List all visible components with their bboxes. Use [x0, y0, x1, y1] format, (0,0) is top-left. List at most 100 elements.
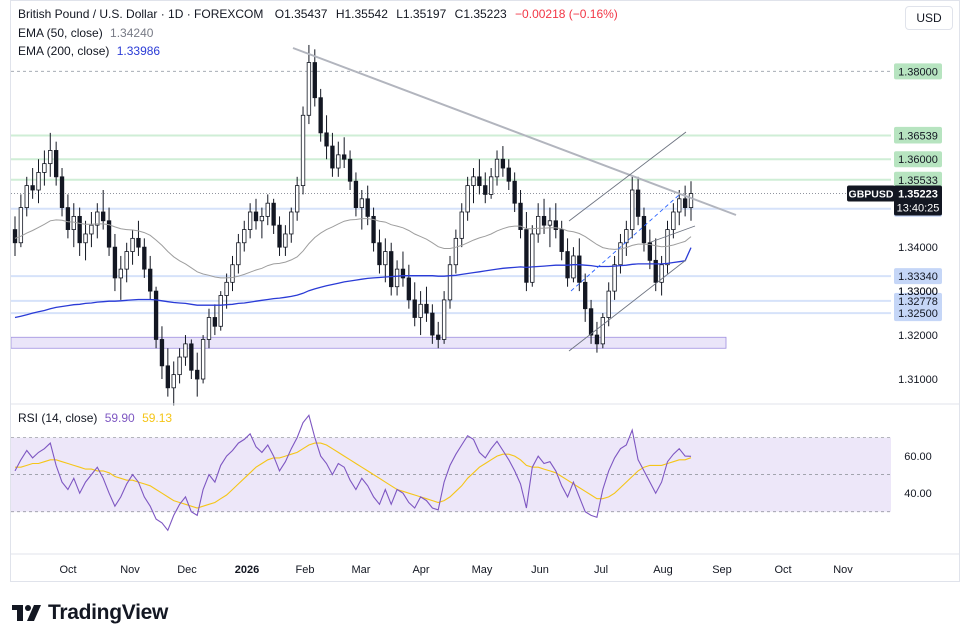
level-label-7-bg: [894, 292, 942, 309]
candle-body: [536, 215, 541, 235]
candle-85: [512, 172, 517, 212]
candle-46: [283, 225, 288, 256]
candle-body: [624, 229, 629, 244]
candle-body: [112, 246, 118, 279]
level-label-0: 1.38000: [898, 66, 938, 78]
price-axis: 1.380001.365541.365391.360001.355331.348…: [847, 63, 942, 386]
rsi-label: RSI (14, close): [18, 411, 98, 425]
candle-52: [318, 88, 323, 142]
candle-body: [265, 202, 270, 217]
channel-lower-line: [568, 259, 687, 352]
candle-3: [30, 168, 35, 199]
candle-25: [159, 326, 165, 380]
candle-body: [289, 211, 294, 235]
candle-93: [559, 220, 564, 261]
candle-body: [483, 185, 488, 195]
candle-81: [488, 168, 494, 199]
candle-body: [159, 339, 165, 367]
candle-body: [383, 251, 388, 266]
candle-body: [306, 62, 312, 116]
time-tick-12: Oct: [774, 564, 791, 576]
ema50-label: EMA (50, close): [18, 26, 103, 40]
candle-body: [494, 158, 500, 178]
candle-63: [383, 238, 388, 283]
candle-1: [18, 194, 24, 248]
brand-name: TradingView: [48, 601, 169, 624]
time-tick-2: Dec: [177, 564, 197, 576]
candle-body: [653, 259, 658, 283]
support-zone: [11, 336, 727, 349]
candle-body: [412, 299, 417, 318]
ema50-legend[interactable]: EMA (50, close) 1.34240: [18, 26, 153, 40]
symbol-title: British Pound / U.S. Dollar · 1D · FOREX…: [18, 7, 264, 21]
candle-12: [83, 220, 88, 261]
price-tick-extra: 1.33000: [898, 286, 938, 298]
time-tick-10: Aug: [653, 564, 673, 576]
candle-body: [336, 154, 341, 169]
candle-112: [671, 203, 676, 239]
candle-71: [430, 304, 435, 344]
level-label-4: 1.35533: [898, 175, 938, 187]
candle-body: [671, 211, 676, 230]
candle-body: [353, 180, 359, 208]
ema200-legend[interactable]: EMA (200, close) 1.33986: [18, 44, 160, 58]
candle-body: [312, 62, 317, 99]
candle-body: [394, 268, 400, 288]
time-tick-11: Sep: [712, 564, 732, 576]
candle-body: [677, 198, 682, 213]
candle-23: [148, 255, 153, 300]
candle-20: [130, 229, 135, 265]
rsi-tick-1: 40.00: [904, 488, 932, 500]
candle-36: [224, 273, 229, 309]
rsi-legend[interactable]: RSI (14, close) 59.90 59.13: [18, 411, 172, 425]
candle-body: [59, 176, 65, 208]
candle-body: [583, 281, 588, 310]
candle-body: [665, 229, 670, 266]
candle-body: [500, 158, 506, 169]
high-label: H: [335, 7, 345, 21]
time-tick-7: May: [472, 564, 493, 576]
candle-body: [441, 299, 447, 340]
candle-body: [453, 237, 459, 266]
candle-110: [659, 255, 664, 296]
open-value: 1.35437: [284, 7, 328, 21]
rsi-value: 59.90: [104, 411, 135, 425]
candle-body: [594, 334, 600, 345]
candle-88: [530, 225, 535, 287]
candle-body: [171, 374, 176, 389]
candle-108: [647, 229, 653, 270]
candle-64: [389, 242, 394, 296]
candle-48: [294, 176, 300, 221]
candle-body: [547, 220, 553, 226]
low-value: 1.35197: [402, 7, 447, 21]
level-label-3: 1.36000: [898, 154, 938, 166]
candle-body: [18, 207, 24, 244]
currency-button[interactable]: USD: [905, 6, 953, 30]
candle-body: [77, 215, 82, 244]
candle-73: [441, 291, 447, 344]
candle-30: [189, 339, 194, 380]
price-tag-bg: [894, 185, 942, 216]
candle-115: [688, 181, 694, 221]
candle-57: [347, 150, 353, 191]
price-tick-3: 1.31000: [898, 374, 938, 386]
candle-111: [665, 220, 670, 274]
candle-body: [330, 145, 335, 169]
candle-19: [124, 242, 129, 283]
tradingview-logo[interactable]: TradingView: [12, 601, 168, 625]
candle-body: [477, 176, 482, 187]
time-tick-6: Apr: [412, 564, 429, 576]
candle-body: [371, 215, 376, 244]
candle-106: [635, 176, 641, 226]
candle-16: [106, 207, 112, 256]
candle-89: [536, 203, 541, 243]
candle-body: [612, 264, 617, 292]
candle-44: [271, 198, 276, 234]
candle-98: [588, 299, 594, 344]
candle-body: [89, 224, 94, 235]
time-tick-1: Nov: [120, 564, 140, 576]
level-label-6: 1.33340: [898, 271, 938, 283]
candle-body: [635, 189, 641, 217]
